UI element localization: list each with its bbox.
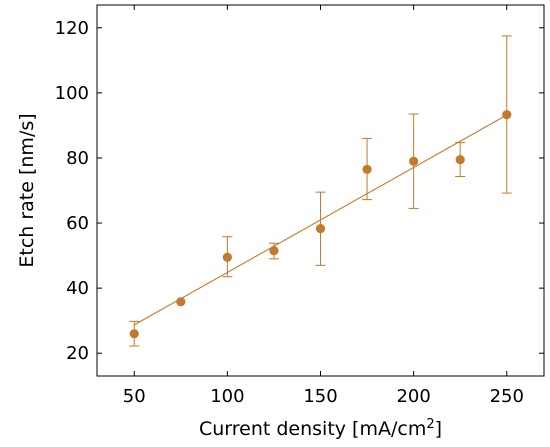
- y-tick-label: 100: [55, 83, 89, 104]
- x-tick-label: 250: [490, 386, 524, 407]
- x-tick-label: 200: [396, 386, 430, 407]
- data-point: [455, 154, 465, 165]
- data-point: [315, 223, 326, 234]
- y-tick-label: 120: [55, 18, 89, 39]
- data-point: [269, 246, 279, 256]
- plot-area: [129, 35, 512, 347]
- x-axis-label: Current density [mA/cm2]: [199, 417, 442, 440]
- axes-frame: [96, 4, 545, 377]
- x-tick-label: 150: [303, 386, 337, 407]
- data-point: [409, 156, 419, 166]
- x-tick-label: 50: [123, 386, 146, 407]
- data-point: [222, 252, 232, 262]
- y-tick-label: 20: [66, 343, 89, 364]
- x-tick-label: 100: [210, 386, 244, 407]
- y-axis-label: Etch rate [nm/s]: [16, 113, 38, 267]
- data-point: [129, 329, 139, 339]
- data-point: [362, 164, 372, 174]
- y-tick-label: 60: [66, 213, 89, 234]
- y-tick-label: 40: [66, 278, 89, 299]
- data-point: [502, 110, 512, 120]
- data-point: [176, 297, 186, 307]
- axis-ticks: 50 100 150 200 250 20 40 60 80 100 120: [55, 5, 544, 407]
- y-tick-label: 80: [66, 148, 89, 169]
